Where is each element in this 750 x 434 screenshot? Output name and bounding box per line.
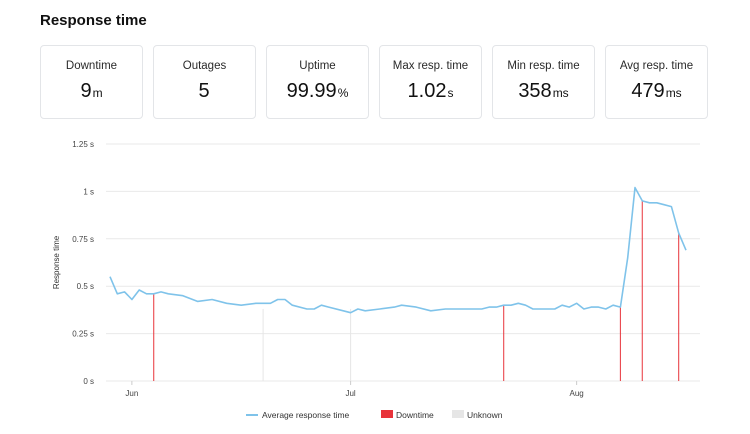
y-tick-label: 1 s: [83, 187, 94, 196]
stat-value: 479ms: [631, 80, 681, 103]
stat-number: 9: [80, 80, 92, 102]
page-title: Response time: [40, 12, 147, 29]
stat-value: 5: [198, 80, 210, 103]
stat-number: 99.99: [286, 80, 337, 102]
stat-value: 358ms: [518, 80, 568, 103]
stat-unit: m: [92, 86, 103, 100]
series-line-average-response-time: [109, 186, 687, 314]
x-tick-label: Jun: [125, 389, 138, 398]
stat-card-uptime: Uptime 99.99%: [266, 45, 369, 119]
stat-label: Outages: [182, 60, 227, 72]
legend-label: Unknown: [467, 410, 503, 420]
stat-card-min-resp: Min resp. time 358ms: [492, 45, 595, 119]
x-tick-label: Jul: [345, 389, 355, 398]
stat-card-downtime: Downtime 9m: [40, 45, 143, 119]
x-tick-label: Aug: [570, 389, 584, 398]
stat-value: 1.02s: [408, 80, 454, 103]
stat-card-max-resp: Max resp. time 1.02s: [379, 45, 482, 119]
y-tick-label: 0.25 s: [72, 330, 94, 339]
stat-value: 99.99%: [287, 80, 349, 103]
y-tick-label: 0.5 s: [77, 282, 94, 291]
legend-swatch-unknown: [452, 410, 464, 418]
stat-value: 9m: [80, 80, 102, 103]
stat-card-outages: Outages 5: [153, 45, 256, 119]
stats-cards: Downtime 9m Outages 5 Uptime 99.99% Max …: [40, 45, 708, 119]
stat-number: 5: [198, 80, 210, 102]
legend-label: Average response time: [262, 410, 350, 420]
y-tick-label: 0 s: [83, 377, 94, 386]
stat-card-avg-resp: Avg resp. time 479ms: [605, 45, 708, 119]
stat-label: Min resp. time: [507, 60, 580, 72]
stat-number: 358: [518, 80, 552, 102]
stat-label: Uptime: [299, 60, 336, 72]
response-time-chart: 0 s 0.25 s 0.5 s 0.75 s 1 s 1.25 s Response ti…: [52, 140, 700, 420]
stat-unit: %: [337, 86, 349, 100]
legend-swatch-downtime: [381, 410, 393, 418]
stat-label: Avg resp. time: [619, 60, 694, 72]
stat-unit: ms: [665, 86, 682, 100]
stat-unit: ms: [552, 86, 569, 100]
stat-label: Max resp. time: [392, 60, 469, 72]
stat-unit: s: [447, 86, 454, 100]
stat-number: 1.02: [407, 80, 447, 102]
stat-number: 479: [631, 80, 665, 102]
y-tick-label: 0.75 s: [72, 235, 94, 244]
stat-label: Downtime: [65, 60, 118, 72]
legend-label: Downtime: [396, 410, 434, 420]
y-axis-title: Response time: [52, 235, 61, 289]
y-tick-label: 1.25 s: [72, 140, 94, 149]
